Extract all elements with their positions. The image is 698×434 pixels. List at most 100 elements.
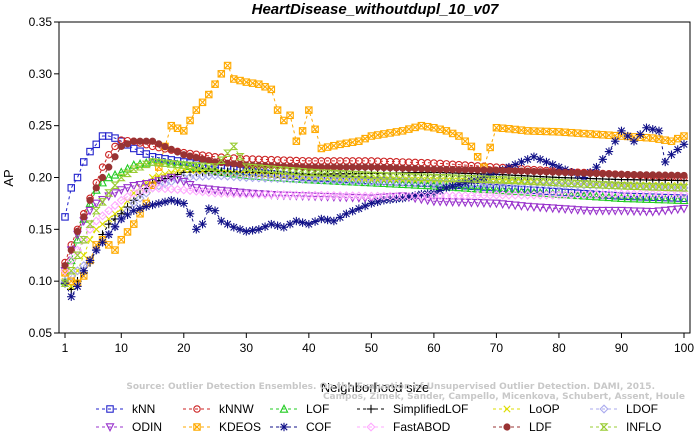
data-point-ldof — [391, 177, 401, 187]
data-point-cof — [304, 219, 314, 229]
data-point-cof — [279, 223, 289, 232]
data-point-ldf — [223, 159, 232, 167]
data-point-odin — [610, 206, 620, 216]
data-point-odin — [660, 206, 670, 216]
x-tick-label: 10 — [115, 341, 129, 355]
data-point-fastabod — [466, 190, 476, 201]
data-point-inflo — [385, 172, 395, 180]
data-point-cof — [329, 216, 339, 226]
data-point-kdeos — [405, 125, 413, 133]
data-point-kdeos — [192, 106, 201, 114]
data-point-ldof — [410, 177, 420, 187]
data-point-inflo — [404, 172, 414, 181]
data-point-ldf — [680, 171, 688, 180]
data-point-cof — [679, 140, 689, 149]
data-point-cof — [298, 218, 307, 227]
data-point-ldf — [661, 171, 669, 179]
data-point-cof — [673, 145, 682, 154]
data-point-fastabod — [579, 190, 589, 200]
data-point-kdeos — [198, 98, 207, 107]
data-point-inflo — [523, 177, 533, 185]
data-point-ldf — [555, 168, 563, 176]
data-point-ldof — [260, 173, 270, 183]
data-point-ldf — [236, 160, 244, 169]
data-point-odin — [266, 190, 276, 200]
data-point-kdeos — [317, 144, 326, 153]
data-point-inflo — [435, 173, 445, 182]
data-point-inflo — [673, 183, 683, 192]
x-tick-label: 30 — [240, 341, 254, 355]
data-point-ldf — [492, 166, 501, 174]
data-point-inflo — [398, 172, 408, 181]
data-point-cof — [73, 282, 82, 291]
data-point-ldof — [285, 174, 295, 184]
data-point-fastabod — [291, 190, 301, 200]
data-point-cof — [98, 238, 107, 247]
data-point-odin — [285, 191, 295, 201]
data-point-ldf — [536, 168, 544, 176]
data-point-kdeos — [461, 137, 469, 145]
data-point-fastabod — [548, 190, 558, 200]
legend-item-odin: ODIN — [96, 420, 162, 434]
data-point-ldf — [674, 171, 682, 179]
data-point-odin — [279, 191, 289, 201]
data-point-lof — [629, 193, 639, 203]
data-point-kdeos — [111, 246, 119, 254]
data-point-cof — [373, 197, 382, 207]
data-point-ldof — [341, 176, 351, 186]
data-point-kdeos — [223, 61, 232, 70]
data-point-lof — [516, 186, 526, 196]
data-point-inflo — [85, 220, 95, 228]
data-point-loop — [92, 225, 100, 233]
data-point-inflo — [285, 167, 295, 175]
data-point-ldf — [605, 170, 613, 178]
data-point-kdeos — [286, 111, 294, 120]
data-point-fastabod — [554, 190, 564, 200]
data-point-ldf — [542, 168, 551, 176]
data-point-odin — [85, 206, 95, 216]
data-point-odin — [516, 202, 526, 211]
data-point-fastabod — [122, 192, 133, 202]
data-point-lof — [491, 184, 501, 194]
data-point-cof — [629, 137, 639, 146]
data-point-fastabod — [360, 191, 370, 201]
data-point-fastabod — [491, 190, 502, 200]
data-point-inflo — [504, 176, 514, 184]
data-point-inflo — [248, 163, 258, 172]
data-point-inflo — [241, 163, 251, 171]
x-tick-label: 40 — [302, 341, 316, 355]
data-point-fastabod — [391, 191, 401, 201]
legend-label: kNNW — [219, 402, 254, 416]
data-point-cof — [598, 155, 607, 164]
data-point-ldf — [167, 145, 175, 153]
legend-marker — [193, 405, 201, 413]
data-point-inflo — [154, 158, 164, 167]
data-point-odin — [291, 191, 301, 201]
data-point-inflo — [129, 165, 139, 173]
data-point-inflo — [623, 182, 633, 190]
data-point-kdeos — [367, 132, 376, 140]
data-point-odin — [560, 205, 570, 215]
data-point-odin — [435, 197, 445, 207]
y-axis-label: AP — [1, 169, 16, 186]
x-tick-label: 100 — [674, 341, 694, 355]
data-point-kdeos — [167, 121, 176, 130]
y-tick-label: 0.05 — [29, 326, 53, 340]
data-point-fastabod — [679, 189, 689, 199]
data-point-ldf — [455, 166, 463, 174]
data-point-ldof — [360, 176, 370, 187]
data-point-inflo — [66, 267, 76, 275]
data-point-lof — [104, 172, 114, 182]
data-point-ldf — [517, 167, 526, 175]
data-point-kdeos — [417, 121, 426, 130]
data-point-loop — [111, 210, 119, 218]
data-point-kdeos — [211, 80, 219, 88]
data-point-ldof — [404, 177, 414, 187]
data-point-odin — [566, 205, 576, 215]
data-point-inflo — [641, 182, 652, 191]
data-point-kdeos — [680, 132, 688, 140]
data-point-ldf — [361, 163, 369, 171]
legend-item-knn: kNN — [96, 402, 155, 416]
data-point-cof — [160, 197, 170, 207]
